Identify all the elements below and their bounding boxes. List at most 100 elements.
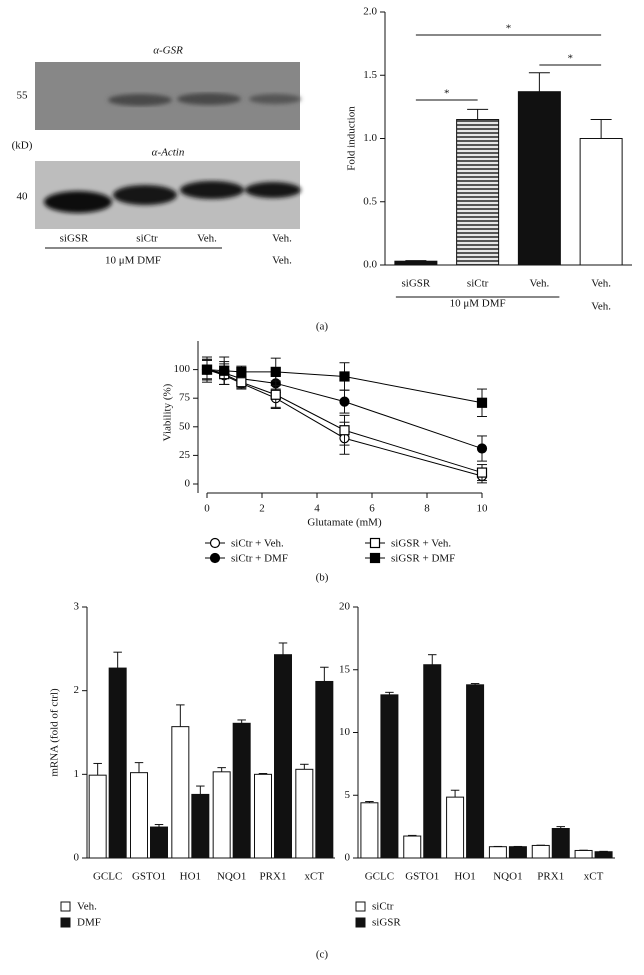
- y-tick-label: 5: [345, 789, 351, 801]
- legend-label: siCtr + DMF: [231, 553, 288, 565]
- lane-label: Veh.: [272, 233, 292, 245]
- legend-marker: [369, 552, 381, 564]
- bar: [508, 846, 527, 859]
- x-tick-label: HO1: [180, 871, 201, 883]
- y-tick-label: 75: [179, 392, 191, 404]
- group-label: Veh.: [591, 301, 611, 313]
- point: [270, 366, 281, 377]
- bar: [517, 91, 561, 266]
- mw-label: 40: [17, 191, 29, 203]
- x-tick-label: Veh.: [591, 278, 611, 290]
- legend-marker: [209, 552, 221, 564]
- y-tick-label: 25: [179, 449, 191, 461]
- legend-label: DMF: [77, 917, 101, 929]
- group-label: Veh.: [272, 255, 292, 267]
- legend-swatch: [355, 917, 366, 928]
- bar: [150, 826, 168, 859]
- point: [339, 396, 350, 407]
- bar: [403, 835, 422, 859]
- antibody-label: α-GSR: [153, 45, 183, 57]
- group-label: 10 μM DMF: [105, 255, 161, 267]
- y-tick-label: 100: [174, 363, 191, 375]
- bar: [274, 654, 292, 859]
- legend-label: siGSR + Veh.: [391, 538, 451, 550]
- actin-bands: [44, 181, 301, 213]
- y-tick-label: 50: [179, 420, 191, 432]
- bar: [232, 722, 251, 859]
- bar: [551, 828, 570, 859]
- bar: [108, 667, 127, 859]
- point: [476, 443, 488, 454]
- point: [236, 366, 247, 377]
- y-tick-label: 1: [74, 768, 80, 780]
- x-tick-label: Veh.: [529, 278, 549, 290]
- x-tick-label: 6: [369, 503, 375, 515]
- x-tick-label: GSTO1: [405, 871, 439, 883]
- legend-swatch: [60, 917, 71, 928]
- x-tick-label: 2: [259, 503, 265, 515]
- y-axis-label: mRNA (fold of ctrl): [49, 688, 61, 777]
- bar: [579, 138, 623, 266]
- bar: [191, 793, 210, 859]
- point: [236, 377, 247, 388]
- x-tick-label: NQO1: [493, 871, 522, 883]
- x-tick-label: 10: [477, 503, 489, 515]
- y-axis-label: Viability (%): [162, 383, 174, 441]
- legend-label: siCtr: [372, 901, 394, 913]
- x-tick-label: HO1: [454, 871, 475, 883]
- point: [476, 397, 488, 408]
- legend-swatch: [355, 901, 366, 912]
- legend-label: Veh.: [77, 901, 97, 913]
- panel-label: (a): [316, 321, 329, 333]
- bar: [171, 726, 190, 859]
- bar: [394, 260, 438, 266]
- y-axis-label: Fold induction: [346, 106, 358, 171]
- point: [219, 365, 230, 376]
- point: [476, 467, 488, 478]
- bar: [594, 851, 613, 859]
- bar: [531, 844, 550, 859]
- bar: [315, 680, 334, 859]
- point: [339, 425, 350, 436]
- y-tick-label: 15: [339, 663, 351, 675]
- bar: [88, 774, 107, 859]
- legend-marker: [369, 537, 381, 549]
- y-tick-label: 0.0: [363, 259, 377, 271]
- y-tick-label: 1.5: [363, 69, 377, 81]
- group-label: 10 μM DMF: [450, 298, 506, 310]
- bar: [466, 684, 485, 859]
- panel-label: (b): [316, 572, 329, 584]
- x-tick-label: GCLC: [365, 871, 394, 883]
- x-axis-label: Glutamate (mM): [307, 517, 382, 529]
- x-tick-label: 0: [204, 503, 210, 515]
- y-tick-label: 3: [74, 601, 80, 613]
- x-tick-label: xCT: [584, 871, 604, 883]
- y-tick-label: 0: [74, 852, 80, 864]
- y-tick-label: 2.0: [363, 6, 377, 18]
- legend-swatch: [60, 901, 71, 912]
- significance-label: *: [444, 88, 450, 100]
- lane-label: siGSR: [60, 233, 89, 245]
- x-tick-label: GCLC: [93, 871, 122, 883]
- legend-label: siGSR + DMF: [391, 553, 455, 565]
- bar: [130, 772, 148, 859]
- point: [270, 389, 281, 400]
- gsr-bands: [108, 93, 301, 106]
- x-tick-label: NQO1: [217, 871, 246, 883]
- legend-marker: [209, 537, 221, 549]
- x-tick-label: siCtr: [467, 278, 489, 290]
- y-tick-label: 1.0: [363, 132, 377, 144]
- bar: [488, 846, 507, 859]
- bar: [456, 119, 500, 266]
- point: [201, 364, 213, 375]
- significance-label: *: [568, 53, 574, 65]
- y-tick-label: 0.5: [363, 195, 377, 207]
- bar: [574, 849, 593, 859]
- lane-label: siCtr: [136, 233, 158, 245]
- legend-label: siGSR: [372, 917, 401, 929]
- bar: [423, 664, 442, 859]
- x-tick-label: xCT: [305, 871, 325, 883]
- x-tick-label: PRX1: [537, 871, 564, 883]
